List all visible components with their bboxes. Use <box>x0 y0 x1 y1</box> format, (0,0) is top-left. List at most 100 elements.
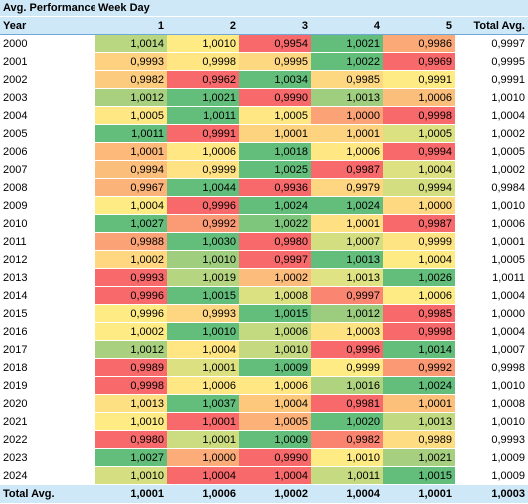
value-cell-day-3[interactable]: 1,0015 <box>239 304 311 323</box>
value-cell-day-1[interactable]: 0,9996 <box>95 304 167 323</box>
row-total-cell[interactable]: 1,0002 <box>455 160 528 179</box>
value-cell-day-4[interactable]: 1,0000 <box>311 106 383 125</box>
value-cell-day-2[interactable]: 1,0000 <box>167 448 239 467</box>
row-total-cell[interactable]: 0,9995 <box>455 52 528 71</box>
value-cell-day-2[interactable]: 1,0010 <box>167 322 239 341</box>
value-cell-day-5[interactable]: 0,9998 <box>383 322 455 341</box>
value-cell-day-3[interactable]: 1,0004 <box>239 394 311 413</box>
year-cell[interactable]: 2007 <box>0 160 95 179</box>
row-total-cell[interactable]: 1,0004 <box>455 286 528 305</box>
year-cell[interactable]: 2011 <box>0 232 95 251</box>
value-cell-day-5[interactable]: 0,9998 <box>383 106 455 125</box>
row-total-cell[interactable]: 1,0005 <box>455 142 528 161</box>
value-cell-day-5[interactable]: 1,0005 <box>383 124 455 143</box>
value-cell-day-5[interactable]: 0,9991 <box>383 70 455 89</box>
value-cell-day-2[interactable]: 0,9999 <box>167 160 239 179</box>
year-cell[interactable]: 2001 <box>0 52 95 71</box>
value-cell-day-4[interactable]: 1,0021 <box>311 34 383 53</box>
value-cell-day-4[interactable]: 1,0022 <box>311 52 383 71</box>
row-total-cell[interactable]: 1,0010 <box>455 376 528 395</box>
value-cell-day-4[interactable]: 0,9987 <box>311 160 383 179</box>
value-cell-day-5[interactable]: 1,0015 <box>383 466 455 485</box>
year-cell[interactable]: 2008 <box>0 178 95 197</box>
value-cell-day-1[interactable]: 1,0027 <box>95 448 167 467</box>
value-cell-day-4[interactable]: 0,9999 <box>311 358 383 377</box>
row-total-cell[interactable]: 1,0001 <box>455 232 528 251</box>
value-cell-day-2[interactable]: 1,0019 <box>167 268 239 287</box>
year-cell[interactable]: 2012 <box>0 250 95 269</box>
value-cell-day-3[interactable]: 1,0022 <box>239 214 311 233</box>
value-cell-day-2[interactable]: 1,0004 <box>167 340 239 359</box>
value-cell-day-5[interactable]: 0,9992 <box>383 358 455 377</box>
row-total-cell[interactable]: 0,9997 <box>455 34 528 53</box>
value-cell-day-1[interactable]: 1,0002 <box>95 250 167 269</box>
value-cell-day-4[interactable]: 1,0012 <box>311 304 383 323</box>
value-cell-day-5[interactable]: 1,0004 <box>383 250 455 269</box>
total-cell-day-1[interactable]: 1,0001 <box>95 484 167 504</box>
value-cell-day-4[interactable]: 1,0010 <box>311 448 383 467</box>
year-cell[interactable]: 2005 <box>0 124 95 143</box>
value-cell-day-5[interactable]: 1,0000 <box>383 196 455 215</box>
row-total-cell[interactable]: 0,9984 <box>455 178 528 197</box>
total-cell-day-3[interactable]: 1,0002 <box>239 484 311 504</box>
value-cell-day-4[interactable]: 1,0011 <box>311 466 383 485</box>
value-cell-day-5[interactable]: 0,9987 <box>383 214 455 233</box>
value-cell-day-1[interactable]: 1,0011 <box>95 124 167 143</box>
value-cell-day-2[interactable]: 1,0037 <box>167 394 239 413</box>
value-cell-day-1[interactable]: 1,0004 <box>95 196 167 215</box>
value-cell-day-5[interactable]: 0,9994 <box>383 178 455 197</box>
value-cell-day-2[interactable]: 1,0011 <box>167 106 239 125</box>
year-cell[interactable]: 2009 <box>0 196 95 215</box>
row-total-cell[interactable]: 1,0010 <box>455 88 528 107</box>
value-cell-day-1[interactable]: 1,0005 <box>95 106 167 125</box>
value-cell-day-2[interactable]: 1,0010 <box>167 34 239 53</box>
value-cell-day-2[interactable]: 1,0021 <box>167 88 239 107</box>
year-cell[interactable]: 2023 <box>0 448 95 467</box>
value-cell-day-1[interactable]: 1,0014 <box>95 34 167 53</box>
value-cell-day-4[interactable]: 0,9979 <box>311 178 383 197</box>
row-total-cell[interactable]: 1,0005 <box>455 250 528 269</box>
value-cell-day-4[interactable]: 1,0013 <box>311 268 383 287</box>
row-total-cell[interactable]: 1,0009 <box>455 448 528 467</box>
value-cell-day-2[interactable]: 1,0006 <box>167 376 239 395</box>
value-cell-day-3[interactable]: 0,9997 <box>239 250 311 269</box>
value-cell-day-1[interactable]: 0,9996 <box>95 286 167 305</box>
value-cell-day-1[interactable]: 1,0012 <box>95 88 167 107</box>
value-cell-day-5[interactable]: 1,0026 <box>383 268 455 287</box>
value-cell-day-3[interactable]: 1,0025 <box>239 160 311 179</box>
value-cell-day-4[interactable]: 1,0013 <box>311 88 383 107</box>
value-cell-day-4[interactable]: 0,9981 <box>311 394 383 413</box>
column-header-day-1[interactable]: 1 <box>95 16 167 35</box>
row-total-cell[interactable]: 1,0006 <box>455 214 528 233</box>
value-cell-day-1[interactable]: 0,9998 <box>95 376 167 395</box>
row-total-cell[interactable]: 1,0011 <box>455 268 528 287</box>
value-cell-day-3[interactable]: 0,9936 <box>239 178 311 197</box>
value-cell-day-4[interactable]: 1,0001 <box>311 214 383 233</box>
value-cell-day-3[interactable]: 1,0006 <box>239 322 311 341</box>
value-cell-day-1[interactable]: 1,0013 <box>95 394 167 413</box>
value-cell-day-3[interactable]: 1,0010 <box>239 340 311 359</box>
value-cell-day-2[interactable]: 1,0015 <box>167 286 239 305</box>
row-label-header[interactable]: Year <box>0 16 95 35</box>
value-cell-day-1[interactable]: 1,0010 <box>95 466 167 485</box>
value-cell-day-2[interactable]: 1,0001 <box>167 430 239 449</box>
column-group-label[interactable]: Week Day <box>95 0 167 17</box>
value-cell-day-1[interactable]: 0,9993 <box>95 268 167 287</box>
row-total-cell[interactable]: 1,0002 <box>455 124 528 143</box>
value-cell-day-1[interactable]: 0,9967 <box>95 178 167 197</box>
value-cell-day-1[interactable]: 0,9988 <box>95 232 167 251</box>
row-total-cell[interactable]: 1,0007 <box>455 340 528 359</box>
value-cell-day-4[interactable]: 0,9982 <box>311 430 383 449</box>
value-cell-day-1[interactable]: 1,0002 <box>95 322 167 341</box>
value-cell-day-4[interactable]: 0,9985 <box>311 70 383 89</box>
value-cell-day-1[interactable]: 0,9989 <box>95 358 167 377</box>
value-cell-day-3[interactable]: 1,0008 <box>239 286 311 305</box>
value-cell-day-5[interactable]: 1,0024 <box>383 376 455 395</box>
value-cell-day-2[interactable]: 0,9962 <box>167 70 239 89</box>
total-cell-day-2[interactable]: 1,0006 <box>167 484 239 504</box>
value-cell-day-2[interactable]: 0,9991 <box>167 124 239 143</box>
total-cell-day-4[interactable]: 1,0004 <box>311 484 383 504</box>
value-cell-day-3[interactable]: 1,0004 <box>239 466 311 485</box>
value-cell-day-4[interactable]: 1,0001 <box>311 124 383 143</box>
year-cell[interactable]: 2003 <box>0 88 95 107</box>
